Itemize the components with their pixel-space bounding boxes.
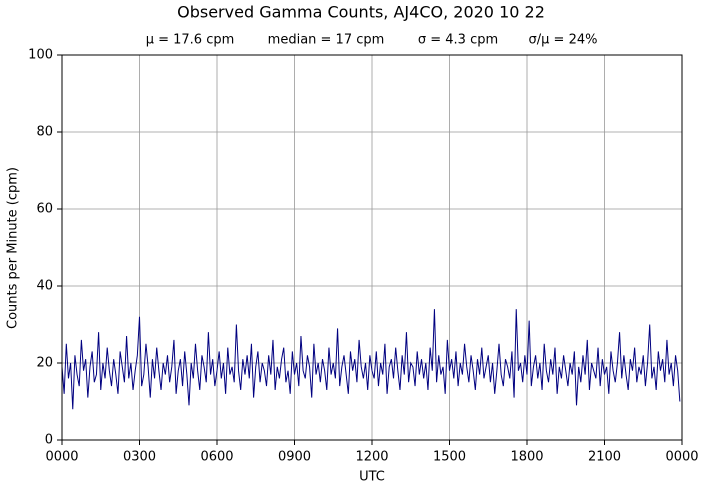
y-tick-label: 60: [36, 202, 53, 217]
stat: median = 17 cpm: [268, 33, 385, 48]
plot-frame: [61, 54, 683, 441]
x-tick-label: 2100: [588, 450, 621, 465]
x-tick-label: 0000: [665, 450, 698, 465]
y-axis-label: Counts per Minute (cpm): [6, 167, 21, 329]
y-tick-label: 40: [36, 279, 53, 294]
x-tick-label: 1800: [510, 450, 543, 465]
stat: σ = 4.3 cpm: [418, 33, 498, 48]
x-tick-label: 0900: [278, 450, 311, 465]
x-tick-label: 0000: [45, 450, 78, 465]
stat: σ/μ = 24%: [529, 33, 598, 48]
x-tick-label: 0600: [200, 450, 233, 465]
chart-title: Observed Gamma Counts, AJ4CO, 2020 10 22: [177, 3, 545, 22]
x-axis-label: UTC: [359, 470, 385, 485]
y-tick-label: 100: [28, 48, 53, 63]
x-tick-label: 1500: [433, 450, 466, 465]
x-tick-label: 0300: [123, 450, 156, 465]
x-tick-label: 1200: [355, 450, 388, 465]
series-line: [61, 309, 681, 410]
y-tick-label: 20: [36, 356, 53, 371]
stat: μ = 17.6 cpm: [146, 33, 235, 48]
y-tick-label: 0: [45, 433, 53, 448]
y-tick-label: 80: [36, 125, 53, 140]
